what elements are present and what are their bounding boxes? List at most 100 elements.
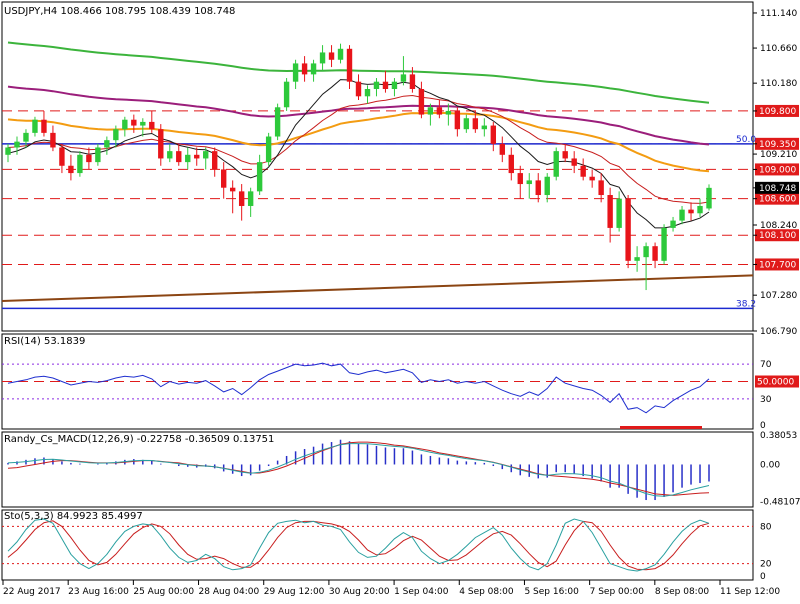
main-chart-title: USDJPY,H4 108.466 108.795 108.439 108.74… <box>4 6 235 17</box>
candle-body <box>5 147 11 155</box>
candle-body <box>149 121 155 130</box>
level-price-label: 107.700 <box>759 260 796 270</box>
level-price-tag <box>755 137 799 150</box>
candle-body <box>688 209 694 214</box>
fibonacci-label: 38.2 <box>736 299 756 309</box>
candle-body <box>508 154 514 174</box>
candle-body <box>292 63 299 82</box>
candle-body <box>310 63 317 75</box>
rsi-line <box>7 362 710 414</box>
rsi-oversold-marker <box>620 426 702 429</box>
candle-body <box>283 81 290 108</box>
candle-body <box>652 246 658 261</box>
candle-body <box>490 125 497 144</box>
candle-body <box>544 176 550 196</box>
rsi-level-label: 50.0000 <box>757 378 794 388</box>
macd-axis-label: 0.00 <box>760 460 780 470</box>
price-axis-label: 111.140 <box>760 9 797 19</box>
current-price-tag <box>755 181 799 194</box>
candle-body <box>634 257 640 261</box>
macd-line <box>7 443 710 497</box>
long-term-trendline <box>1 274 754 303</box>
level-price-tag <box>755 229 799 242</box>
candle-body <box>562 151 568 159</box>
price-axis-label: 107.280 <box>760 291 797 301</box>
candle-body <box>238 191 245 206</box>
candle-body <box>86 154 92 163</box>
level-price-label: 109.350 <box>759 140 796 150</box>
level-price-label: 108.100 <box>759 231 796 241</box>
candle-body <box>706 187 712 209</box>
candle-body <box>499 143 505 155</box>
candle-body <box>454 110 461 130</box>
ema-20-line <box>7 94 710 204</box>
panel-frame-main <box>1 1 754 332</box>
candle-body <box>328 52 335 60</box>
candle-body <box>589 176 595 181</box>
stochastic-axis-label: 80 <box>760 522 772 532</box>
candle-body <box>427 107 434 115</box>
time-axis-label: 30 Aug 20:00 <box>329 587 390 597</box>
price-axis-label: 109.210 <box>760 150 797 160</box>
candle-body <box>481 125 488 130</box>
candle-body <box>95 147 101 163</box>
candle-body <box>212 151 218 170</box>
candle-body <box>337 48 344 60</box>
level-price-label: 109.000 <box>759 165 796 175</box>
candle-body <box>535 180 541 196</box>
rsi-axis-label: 0 <box>760 421 766 431</box>
candle-body <box>41 119 47 133</box>
candle-body <box>463 118 470 130</box>
candle-body <box>445 110 452 115</box>
candle-body <box>526 180 532 185</box>
candle-body <box>553 151 559 177</box>
candle-body <box>203 151 209 159</box>
candle-body <box>616 198 622 228</box>
candle-body <box>229 187 236 192</box>
candle-body <box>265 136 272 163</box>
candle-body <box>607 195 613 228</box>
price-axis-label: 110.660 <box>760 44 797 54</box>
candle-body <box>670 220 676 228</box>
time-axis-label: 5 Sep 16:00 <box>524 587 579 597</box>
candle-body <box>436 107 443 115</box>
candle-body <box>77 154 83 174</box>
current-price-label: 108.748 <box>759 184 796 194</box>
level-price-tag <box>755 192 799 205</box>
candle-body <box>185 154 191 163</box>
candle-body <box>122 119 128 130</box>
candle-body <box>679 209 685 221</box>
price-axis-label: 110.180 <box>760 79 797 89</box>
panel-frame-sto <box>1 509 754 581</box>
candle-body <box>32 119 38 133</box>
macd-title: Randy_Cs_MACD(12,26,9) -0.22758 -0.36509… <box>4 434 274 445</box>
price-axis-label: 108.240 <box>760 221 797 231</box>
level-price-tag <box>755 258 799 271</box>
candle-body <box>14 141 20 148</box>
time-axis-label: 7 Sep 00:00 <box>590 587 645 597</box>
candle-body <box>373 81 380 90</box>
time-axis-label: 11 Sep 12:00 <box>720 587 780 597</box>
ema-200-line <box>7 41 710 104</box>
candle-body <box>167 151 173 159</box>
level-price-label: 109.800 <box>759 107 796 117</box>
stochastic-axis-label: 0 <box>760 572 766 582</box>
candle-body <box>346 48 353 82</box>
price-axis-label: 106.790 <box>760 327 797 337</box>
candle-body <box>68 165 74 174</box>
stochastic-signal-line <box>7 520 710 571</box>
candle-body <box>400 74 407 82</box>
candle-body <box>131 119 137 126</box>
stochastic-title: Sto(5,3,3) 84.9923 85.4997 <box>4 511 143 522</box>
rsi-title: RSI(14) 53.1839 <box>4 336 85 347</box>
candle-body <box>391 81 398 90</box>
time-axis-label: 23 Aug 16:00 <box>68 587 129 597</box>
candle-body <box>661 227 667 261</box>
level-price-label: 108.600 <box>759 195 796 205</box>
candle-body <box>364 89 371 97</box>
ema-100-line <box>7 85 710 146</box>
candle-body <box>59 147 65 166</box>
level-price-tag <box>755 104 799 117</box>
